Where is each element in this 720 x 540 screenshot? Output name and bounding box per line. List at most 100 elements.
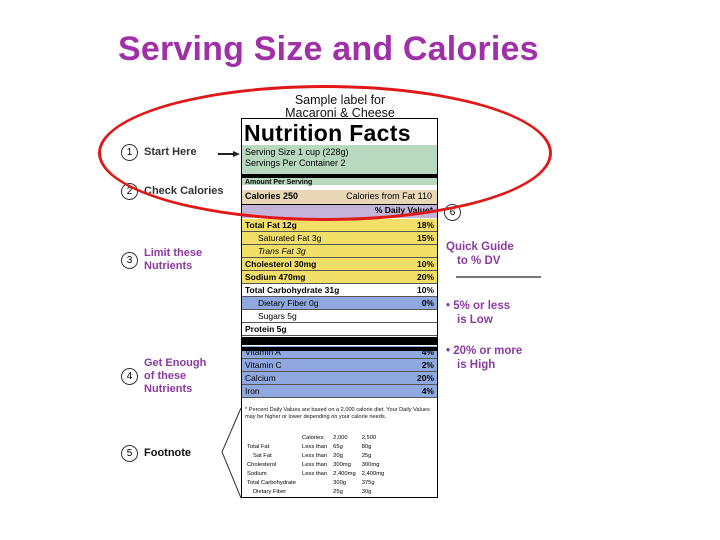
footnote-row: Dietary Fiber 25g 30g <box>247 489 388 496</box>
nutrient-percent: 10% <box>416 285 434 295</box>
step-text: Limit these Nutrients <box>144 247 202 273</box>
footnote-cell <box>302 480 331 487</box>
nutrient-name: Saturated Fat 3g <box>258 233 322 243</box>
highlight-oval <box>98 85 552 221</box>
nutrient-name: Total Fat 12g <box>245 220 297 230</box>
quick-guide-title: Quick Guide to % DV <box>446 240 514 268</box>
footnote-cell: 2,400mg <box>361 471 385 477</box>
footnote-cell: 375g <box>361 480 375 486</box>
footnote-cell: 65g <box>333 444 343 450</box>
nutrient-name: Vitamin C <box>245 360 282 370</box>
nutrient-row: Sugars 5g <box>242 310 437 323</box>
nutrient-row: Cholesterol 30mg 10% <box>242 258 437 271</box>
nutrient-row: Sodium 470mg 20% <box>242 271 437 284</box>
nutrient-name: Protein 5g <box>245 324 287 334</box>
step-text-line1: Get Enough <box>144 357 207 369</box>
nutrient-row: Trans Fat 3g <box>242 245 437 258</box>
footnote-cell: Less than <box>301 471 328 477</box>
footnote-text: * Percent Daily Values are based on a 2,… <box>245 407 430 420</box>
footnote-table: Calories: 2,000 2,500 Total Fat Less than 65g… <box>245 433 390 498</box>
nutrient-name: Sodium 470mg <box>245 272 306 282</box>
step-4: 4 Get Enough of these Nutrients <box>121 357 206 396</box>
quick-guide-divider <box>456 276 541 278</box>
nutrient-row: Total Fat 12g 18% <box>242 219 437 232</box>
quick-guide-high-line1: • 20% or more <box>446 345 523 357</box>
step-5: 5 Footnote <box>121 445 191 462</box>
nutrient-row: Total Carbohydrate 31g 10% <box>242 284 437 297</box>
step-3: 3 Limit these Nutrients <box>121 247 202 273</box>
nutrient-percent: 15% <box>416 233 434 243</box>
nutrient-name: Trans Fat 3g <box>258 246 306 256</box>
step-text-line1: Limit these <box>144 247 203 259</box>
nutrient-name: Calcium <box>245 373 276 383</box>
quick-guide-low: • 5% or less is Low <box>446 299 510 327</box>
step-number-badge: 4 <box>121 368 138 385</box>
footnote-cell: 300mg <box>333 462 351 468</box>
footnote-cell <box>302 489 331 496</box>
nutrient-percent: 20% <box>416 272 434 282</box>
quick-guide-high: • 20% or more is High <box>446 344 522 372</box>
footnote-cell: 25g <box>361 453 372 459</box>
footnote-cell: Sodium <box>247 471 267 477</box>
footnote-cell: 20g <box>333 453 343 459</box>
footnote-cell: Total Carbohydrate <box>247 480 296 486</box>
footnote-cell: Less than <box>301 462 328 468</box>
footnote-header-row: Calories: 2,000 2,500 <box>247 435 388 442</box>
footnote-row: Sat Fat Less than 20g 25g <box>247 453 388 460</box>
nutrient-row: Protein 5g <box>242 323 437 336</box>
footnote-cell: Total Fat <box>247 444 270 450</box>
footnote-cell: 300g <box>333 480 347 486</box>
step-text-line3: Nutrients <box>144 383 193 395</box>
step-number-badge: 5 <box>121 445 138 462</box>
nutrient-row: Vitamin C 2% <box>242 359 437 372</box>
footnote-cell: 300mg <box>361 462 380 468</box>
step-text: Get Enough of these Nutrients <box>144 357 206 396</box>
nutrient-percent: 4% <box>421 347 434 357</box>
footnote-cell: 2,400mg <box>333 471 356 477</box>
footnote-cell: 25g <box>333 489 343 495</box>
nutrient-row: Saturated Fat 3g 15% <box>242 232 437 245</box>
footnote-cell: 30g <box>361 489 372 495</box>
nutrient-name: Iron <box>245 386 260 396</box>
step-text-line1: Footnote <box>144 447 192 459</box>
footnote-row: Total Carbohydrate 300g 375g <box>247 480 388 487</box>
footnote-header-cell: 2,500 <box>361 435 377 441</box>
footnote-row: Cholesterol Less than 300mg 300mg <box>247 462 388 469</box>
nutrient-percent: 4% <box>421 386 434 396</box>
footnote-cell: Less than <box>301 444 328 450</box>
nutrient-row: Dietary Fiber 0g 0% <box>242 297 437 310</box>
slide-title: Serving Size and Calories <box>118 30 539 68</box>
footnote-row: Sodium Less than 2,400mg 2,400mg <box>247 471 388 478</box>
nutrient-percent: 18% <box>416 220 434 230</box>
step-text-line2: Nutrients <box>144 260 193 272</box>
footnote-cell: 80g <box>361 444 372 450</box>
thick-divider-vitamins <box>242 337 437 345</box>
quick-guide-low-line2: is Low <box>457 314 493 326</box>
nutrient-row: Calcium 20% <box>242 372 437 385</box>
nutrient-percent: 0% <box>421 298 434 308</box>
footnote-row: Total Fat Less than 65g 80g <box>247 444 388 451</box>
footnote-header-cell <box>247 435 300 442</box>
footnote-cell: Dietary Fiber <box>253 489 287 495</box>
nutrient-percent: 20% <box>416 373 434 383</box>
step-number-badge: 3 <box>121 251 138 269</box>
footnote-cell: Less than <box>301 453 328 459</box>
quick-guide-title-line2: to % DV <box>457 255 501 267</box>
thick-divider-2 <box>242 347 437 351</box>
nutrient-row: Iron 4% <box>242 385 437 398</box>
nutrient-percent: 10% <box>416 259 434 269</box>
nutrient-name: Total Carbohydrate 31g <box>245 285 340 295</box>
footnote-cell: Sat Fat <box>253 453 272 459</box>
footnote-header-cell: Calories: <box>301 435 325 441</box>
footnote-cell: Cholesterol <box>247 462 277 468</box>
nutrient-name: Sugars 5g <box>258 311 297 321</box>
footnote-header-cell: 2,000 <box>333 435 348 441</box>
quick-guide-low-line1: • 5% or less <box>446 300 511 312</box>
nutrient-name: Dietary Fiber 0g <box>258 298 319 308</box>
nutrient-name: Vitamin A <box>245 347 281 357</box>
step-text: Footnote <box>144 447 191 460</box>
nutrient-percent: 2% <box>421 360 434 370</box>
nutrient-name: Cholesterol 30mg <box>245 259 317 269</box>
quick-guide-high-line2: is High <box>457 359 496 371</box>
step-text-line2: of these <box>144 370 187 382</box>
